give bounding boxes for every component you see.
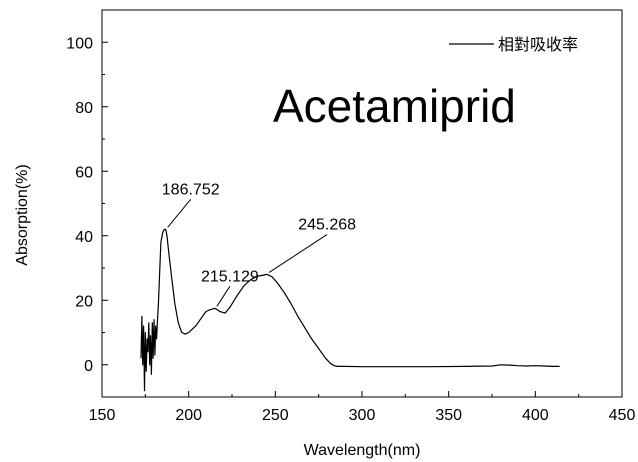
plot-frame bbox=[101, 9, 623, 398]
y-axis-ticks: 0 20 40 60 80 100 bbox=[66, 35, 108, 375]
series-line-absorption bbox=[140, 228, 560, 392]
annotation-leader bbox=[167, 198, 192, 228]
x-tick-label: 250 bbox=[262, 407, 289, 424]
chart-title: Acetamiprid bbox=[273, 80, 516, 132]
y-tick-label: 100 bbox=[66, 35, 93, 52]
legend-label: 相對吸收率 bbox=[498, 36, 578, 54]
y-tick-label: 20 bbox=[75, 293, 93, 310]
x-tick-label: 300 bbox=[349, 407, 376, 424]
x-axis-ticks: 150 200 250 300 350 400 450 bbox=[89, 391, 636, 424]
y-tick-label: 0 bbox=[84, 358, 93, 375]
x-axis-title: Wavelength(nm) bbox=[304, 442, 421, 459]
x-tick-label: 150 bbox=[89, 407, 116, 424]
peak-label: 215.129 bbox=[201, 268, 259, 285]
peak-label: 245.268 bbox=[298, 216, 356, 233]
x-tick-label: 200 bbox=[175, 407, 202, 424]
annotation-leader bbox=[216, 286, 231, 307]
y-tick-label: 80 bbox=[75, 100, 93, 117]
y-axis-title: Absorption(%) bbox=[14, 164, 31, 265]
peak-annotations: 186.752 215.129 245.268 bbox=[162, 181, 356, 307]
y-tick-label: 60 bbox=[75, 164, 93, 181]
x-tick-label: 350 bbox=[435, 407, 462, 424]
x-tick-label: 400 bbox=[522, 407, 549, 424]
y-tick-label: 40 bbox=[75, 229, 93, 246]
peak-label: 186.752 bbox=[162, 181, 220, 198]
legend: 相對吸收率 bbox=[449, 36, 578, 54]
x-tick-label: 450 bbox=[609, 407, 636, 424]
annotation-leader bbox=[268, 234, 328, 273]
